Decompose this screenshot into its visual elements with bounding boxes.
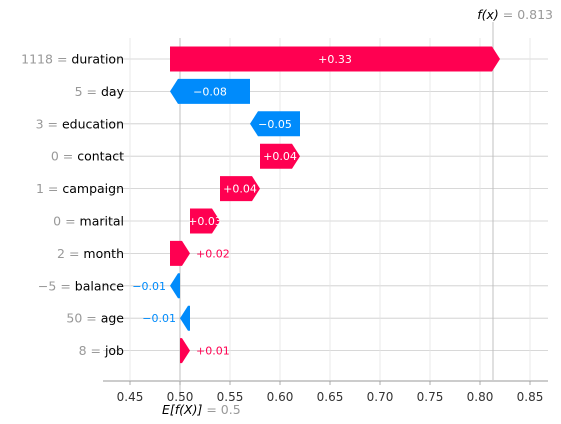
waterfall-bar-education <box>250 111 300 137</box>
equals-sign: = <box>87 343 105 358</box>
equals-sign: = <box>82 311 100 326</box>
waterfall-bar-balance <box>170 273 180 299</box>
contribution-label-contact: +0.04 <box>263 150 297 163</box>
feature-value: 50 <box>66 311 82 326</box>
feature-value: 3 <box>36 116 44 131</box>
waterfall-bar-contact <box>260 143 300 169</box>
feature-label-day: 5 = day <box>75 84 125 99</box>
expected-value-annotation: E[f(X)] = 0.5 <box>162 402 241 417</box>
annotations: f(x) = 0.813 E[f(X)] = 0.5 <box>162 7 553 417</box>
x-axis: 0.45 0.50 0.55 0.60 0.65 0.70 0.75 0.80 0.85 <box>103 380 548 404</box>
feature-name: duration <box>71 52 124 67</box>
feature-value: 0 <box>51 149 59 164</box>
fx-label: f(x) <box>477 7 499 22</box>
x-tick-label: 0.65 <box>317 390 344 404</box>
x-tick-label: 0.50 <box>167 390 194 404</box>
waterfall-bar-job <box>180 338 190 364</box>
equals-sign: = <box>59 149 77 164</box>
grid-layer <box>103 22 548 401</box>
feature-label-campaign: 1 = campaign <box>36 181 124 196</box>
feature-value: 2 <box>57 246 65 261</box>
feature-name: month <box>83 246 124 261</box>
feature-value: 1118 <box>21 52 53 67</box>
ex-value: 0.5 <box>221 402 241 417</box>
waterfall-bar-marital <box>190 208 220 234</box>
feature-name: age <box>101 311 125 326</box>
contribution-label-day: −0.08 <box>193 85 227 98</box>
equals-sign: = <box>61 214 79 229</box>
feature-value: −5 <box>38 278 56 293</box>
waterfall-bar-duration <box>170 46 500 72</box>
feature-name: day <box>101 84 125 99</box>
contribution-label-job: +0.01 <box>196 345 230 358</box>
feature-label-contact: 0 = contact <box>51 149 124 164</box>
x-tick-label: 0.60 <box>267 390 294 404</box>
x-tick-label: 0.45 <box>117 390 144 404</box>
feature-value: 1 <box>36 181 44 196</box>
feature-label-balance: −5 = balance <box>38 278 124 293</box>
ex-label: E[f(X)] <box>162 402 202 417</box>
feature-name: job <box>104 343 124 358</box>
x-tick-label: 0.70 <box>367 390 394 404</box>
contribution-label-duration: +0.33 <box>318 53 352 66</box>
equals-sign: = <box>53 52 71 67</box>
feature-label-marital: 0 = marital <box>53 214 124 229</box>
waterfall-bar-campaign <box>220 176 260 202</box>
feature-value: 0 <box>53 214 61 229</box>
feature-name: education <box>62 116 124 131</box>
feature-name: balance <box>75 278 125 293</box>
equals-sign: = <box>56 278 74 293</box>
ex-equals: = <box>202 402 220 417</box>
waterfall-bar-month <box>170 240 190 266</box>
contribution-label-campaign: +0.04 <box>223 183 257 196</box>
feature-value: 8 <box>79 343 87 358</box>
waterfall-bar-day <box>170 78 250 104</box>
equals-sign: = <box>44 116 62 131</box>
feature-name: contact <box>77 149 124 164</box>
feature-label-job: 8 = job <box>79 343 124 358</box>
equals-sign: = <box>44 181 62 196</box>
contribution-label-age: −0.01 <box>142 312 176 325</box>
fx-equals: = <box>499 7 517 22</box>
contribution-label-marital: +0.03 <box>188 215 222 228</box>
feature-name: marital <box>80 214 124 229</box>
equals-sign: = <box>65 246 83 261</box>
feature-label-education: 3 = education <box>36 116 124 131</box>
feature-label-month: 2 = month <box>57 246 124 261</box>
x-tick-label: 0.85 <box>517 390 544 404</box>
feature-label-duration: 1118 = duration <box>21 52 124 67</box>
contribution-label-month: +0.02 <box>196 247 230 260</box>
feature-labels: 1118 = duration 5 = day 3 = education 0 = c… <box>21 52 124 359</box>
feature-name: campaign <box>62 181 124 196</box>
x-tick-label: 0.75 <box>417 390 444 404</box>
waterfall-bar-age <box>180 305 190 331</box>
contribution-label-balance: −0.01 <box>132 280 166 293</box>
fx-value: 0.813 <box>517 7 553 22</box>
fx-annotation: f(x) = 0.813 <box>477 7 553 22</box>
feature-label-age: 50 = age <box>66 311 124 326</box>
bars-layer: +0.33 −0.08 −0.05 +0.04 +0.04 +0.03 +0.02 −0.01… <box>132 46 500 364</box>
x-tick-label: 0.55 <box>217 390 244 404</box>
equals-sign: = <box>83 84 101 99</box>
feature-value: 5 <box>75 84 83 99</box>
x-tick-label: 0.80 <box>467 390 494 404</box>
contribution-label-education: −0.05 <box>258 118 292 131</box>
